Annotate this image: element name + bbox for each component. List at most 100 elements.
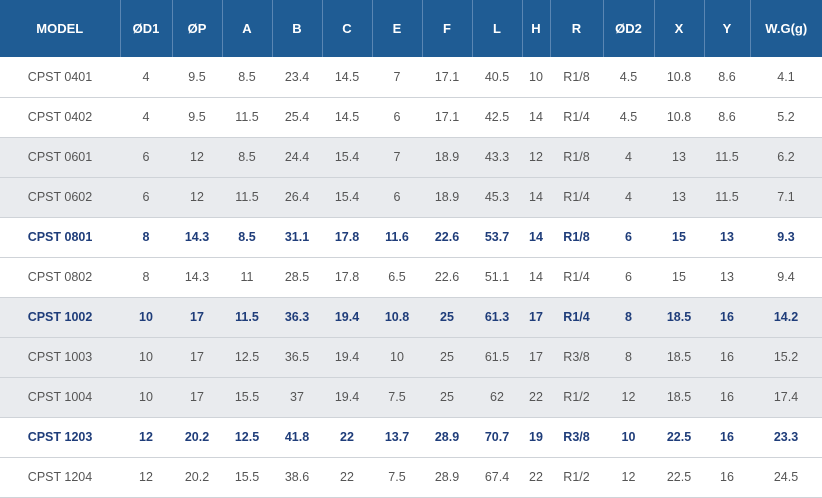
table-cell: 10 <box>120 297 172 338</box>
table-cell: 7.5 <box>372 457 422 498</box>
table-cell: 4.5 <box>603 97 654 138</box>
table-cell: R1/4 <box>550 97 603 138</box>
table-cell: 11.5 <box>704 177 750 218</box>
table-cell: 8.5 <box>222 57 272 98</box>
table-cell: 8 <box>603 337 654 378</box>
table-cell: 16 <box>704 457 750 498</box>
table-cell: 9.5 <box>172 97 222 138</box>
table-cell: 17 <box>172 337 222 378</box>
table-cell: 12 <box>603 457 654 498</box>
column-header: ØP <box>172 0 223 57</box>
table-cell: 28.9 <box>422 417 472 458</box>
table-cell: 6.2 <box>750 137 822 178</box>
table-cell: 4 <box>603 137 654 178</box>
table-cell: 18.9 <box>422 137 472 178</box>
model-cell: CPST 1002 <box>0 297 120 338</box>
column-header: F <box>422 0 473 57</box>
table-cell: 22 <box>322 417 372 458</box>
table-row: CPST 1002 10 17 11.5 36.3 19.4 10.8 25 61.3 17 R1/… <box>0 297 822 338</box>
table-cell: 14 <box>522 217 550 258</box>
table-cell: 13 <box>654 137 704 178</box>
table-cell: 14.3 <box>172 217 222 258</box>
table-cell: 12 <box>522 137 550 178</box>
table-cell: 22 <box>522 377 550 418</box>
table-cell: R1/8 <box>550 137 603 178</box>
table-cell: R3/8 <box>550 417 603 458</box>
table-cell: 43.3 <box>472 137 522 178</box>
table-cell: 6 <box>120 177 172 218</box>
table-cell: 7 <box>372 137 422 178</box>
table-cell: 10 <box>603 417 654 458</box>
table-cell: 6 <box>372 177 422 218</box>
model-cell: CPST 1004 <box>0 377 120 418</box>
table-cell: 25 <box>422 377 472 418</box>
table-cell: 14.2 <box>750 297 822 338</box>
table-cell: 15.2 <box>750 337 822 378</box>
table-cell: 17.1 <box>422 97 472 138</box>
table-cell: 23.3 <box>750 417 822 458</box>
table-cell: 17 <box>522 297 550 338</box>
column-header: ØD1 <box>120 0 173 57</box>
table-cell: 16 <box>704 417 750 458</box>
table-cell: 22.6 <box>422 217 472 258</box>
column-header: A <box>222 0 273 57</box>
table-cell: 10 <box>120 337 172 378</box>
table-cell: 16 <box>704 297 750 338</box>
table-cell: 18.5 <box>654 377 704 418</box>
table-cell: 10 <box>372 337 422 378</box>
table-cell: 17 <box>172 297 222 338</box>
table-cell: 13 <box>704 217 750 258</box>
table-row: CPST 0401 4 9.5 8.5 23.4 14.5 7 17.1 40.5 10 R1/8 4… <box>0 57 822 98</box>
table-cell: 10.8 <box>654 97 704 138</box>
table-cell: 22 <box>322 457 372 498</box>
column-header: ØD2 <box>603 0 655 57</box>
table-cell: 67.4 <box>472 457 522 498</box>
table-row: CPST 1204 12 20.2 15.5 38.6 22 7.5 28.9 67.4 22 R1… <box>0 457 822 498</box>
column-header: C <box>322 0 373 57</box>
table-cell: 10 <box>120 377 172 418</box>
table-cell: 4 <box>120 57 172 98</box>
table-cell: R1/4 <box>550 297 603 338</box>
table-cell: 19 <box>522 417 550 458</box>
header-row: MODEL ØD1 ØP A B C E F L H R ØD2 X Y W.G(g) <box>0 0 822 57</box>
table-cell: R1/8 <box>550 57 603 98</box>
table-cell: 6 <box>120 137 172 178</box>
model-cell: CPST 0802 <box>0 257 120 298</box>
table-cell: 24.5 <box>750 457 822 498</box>
table-cell: 22.5 <box>654 417 704 458</box>
table-cell: 28.9 <box>422 457 472 498</box>
table-cell: 25 <box>422 297 472 338</box>
table-cell: 8 <box>120 217 172 258</box>
table-cell: 17.4 <box>750 377 822 418</box>
table-cell: 22 <box>522 457 550 498</box>
table-cell: 9.3 <box>750 217 822 258</box>
table-cell: 11.5 <box>222 297 272 338</box>
table-cell: 22.5 <box>654 457 704 498</box>
table-cell: 15.5 <box>222 457 272 498</box>
table-cell: 6 <box>372 97 422 138</box>
table-cell: 12.5 <box>222 337 272 378</box>
table-cell: 26.4 <box>272 177 322 218</box>
table-cell: 12 <box>120 417 172 458</box>
table-cell: 70.7 <box>472 417 522 458</box>
column-header: Y <box>704 0 751 57</box>
table-cell: 61.3 <box>472 297 522 338</box>
column-header: B <box>272 0 323 57</box>
table-cell: 16 <box>704 377 750 418</box>
table-cell: 9.5 <box>172 57 222 98</box>
column-header: H <box>522 0 551 57</box>
table-cell: 10 <box>522 57 550 98</box>
table-cell: 22.6 <box>422 257 472 298</box>
model-cell: CPST 0602 <box>0 177 120 218</box>
table-cell: 16 <box>704 337 750 378</box>
table-cell: 7 <box>372 57 422 98</box>
table-cell: 11.6 <box>372 217 422 258</box>
table-cell: 6 <box>603 257 654 298</box>
table-cell: 24.4 <box>272 137 322 178</box>
table-cell: 4 <box>603 177 654 218</box>
column-header: MODEL <box>0 0 121 57</box>
table-cell: 8.6 <box>704 57 750 98</box>
table-row: CPST 0801 8 14.3 8.5 31.1 17.8 11.6 22.6 53.7 14 R… <box>0 217 822 258</box>
table-cell: 23.4 <box>272 57 322 98</box>
table-cell: 17.1 <box>422 57 472 98</box>
